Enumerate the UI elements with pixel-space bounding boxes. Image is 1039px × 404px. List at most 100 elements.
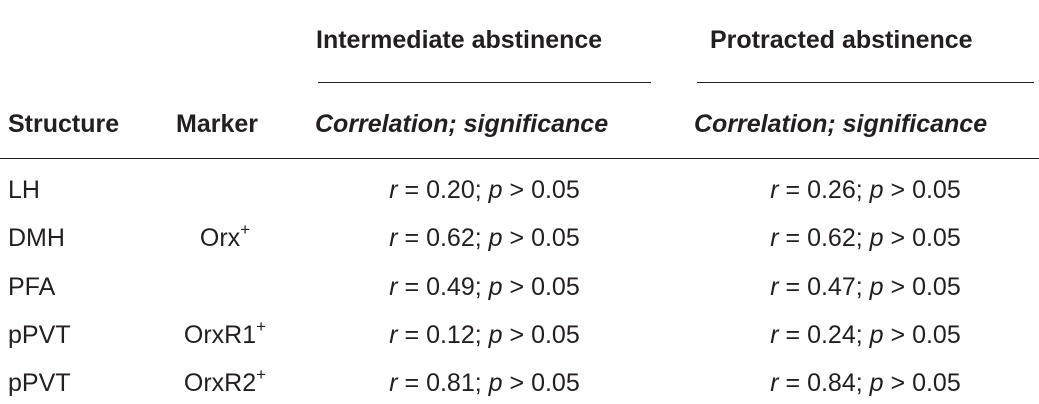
intermediate-p-symbol: p bbox=[488, 273, 503, 301]
cell-marker: Orx+ bbox=[150, 221, 300, 253]
protracted-r-value: 0.84 bbox=[807, 369, 856, 397]
group-underline-intermediate bbox=[318, 82, 651, 83]
protracted-r-value: 0.47 bbox=[807, 273, 856, 301]
protracted-greater-than: > bbox=[883, 273, 913, 301]
intermediate-p-value: 0.05 bbox=[531, 224, 580, 252]
protracted-r-symbol: r bbox=[770, 273, 779, 301]
protracted-r-symbol: r bbox=[770, 176, 779, 204]
intermediate-greater-than: > bbox=[502, 224, 532, 252]
intermediate-r-symbol: r bbox=[389, 273, 398, 301]
marker-superscript: + bbox=[256, 365, 267, 384]
protracted-greater-than: > bbox=[883, 321, 913, 349]
intermediate-equals: = bbox=[397, 176, 427, 204]
cell-intermediate-stat: r = 0.12; p > 0.05 bbox=[318, 321, 651, 350]
intermediate-r-value: 0.81 bbox=[426, 369, 475, 397]
cell-structure: PFA bbox=[8, 273, 56, 301]
protracted-p-value: 0.05 bbox=[912, 321, 961, 349]
intermediate-r-symbol: r bbox=[389, 369, 398, 397]
intermediate-equals: = bbox=[397, 369, 427, 397]
cell-structure: LH bbox=[8, 176, 40, 204]
intermediate-greater-than: > bbox=[502, 321, 532, 349]
protracted-p-value: 0.05 bbox=[912, 273, 961, 301]
intermediate-separator: ; bbox=[474, 176, 489, 204]
intermediate-p-value: 0.05 bbox=[531, 321, 580, 349]
protracted-r-symbol: r bbox=[770, 224, 779, 252]
cell-intermediate-stat: r = 0.49; p > 0.05 bbox=[318, 273, 651, 302]
intermediate-r-value: 0.49 bbox=[426, 273, 475, 301]
intermediate-separator: ; bbox=[474, 273, 489, 301]
group-header-intermediate: Intermediate abstinence bbox=[316, 26, 603, 54]
column-header-intermediate-correlation: Correlation; significance bbox=[315, 110, 609, 138]
cell-structure: pPVT bbox=[8, 369, 71, 397]
protracted-p-symbol: p bbox=[869, 176, 884, 204]
group-underline-protracted bbox=[697, 82, 1034, 83]
intermediate-greater-than: > bbox=[502, 176, 532, 204]
intermediate-p-value: 0.05 bbox=[531, 176, 580, 204]
protracted-greater-than: > bbox=[883, 224, 913, 252]
protracted-p-symbol: p bbox=[869, 321, 884, 349]
cell-marker: OrxR1+ bbox=[150, 318, 300, 350]
protracted-p-symbol: p bbox=[869, 369, 884, 397]
intermediate-r-value: 0.12 bbox=[426, 321, 475, 349]
cell-intermediate-stat: r = 0.62; p > 0.05 bbox=[318, 224, 651, 253]
cell-protracted-stat: r = 0.47; p > 0.05 bbox=[697, 273, 1034, 302]
cell-marker: OrxR2+ bbox=[150, 366, 300, 398]
protracted-separator: ; bbox=[855, 273, 870, 301]
protracted-p-value: 0.05 bbox=[912, 176, 961, 204]
protracted-greater-than: > bbox=[883, 369, 913, 397]
protracted-r-value: 0.24 bbox=[807, 321, 856, 349]
intermediate-separator: ; bbox=[474, 369, 489, 397]
column-header-structure: Structure bbox=[8, 110, 120, 138]
cell-protracted-stat: r = 0.62; p > 0.05 bbox=[697, 224, 1034, 253]
cell-structure: pPVT bbox=[8, 321, 71, 349]
protracted-p-value: 0.05 bbox=[912, 369, 961, 397]
column-header-protracted-correlation: Correlation; significance bbox=[694, 110, 988, 138]
intermediate-p-symbol: p bbox=[488, 369, 503, 397]
protracted-separator: ; bbox=[855, 176, 870, 204]
cell-protracted-stat: r = 0.84; p > 0.05 bbox=[697, 369, 1034, 398]
protracted-separator: ; bbox=[855, 224, 870, 252]
intermediate-greater-than: > bbox=[502, 369, 532, 397]
protracted-p-symbol: p bbox=[869, 273, 884, 301]
marker-name: OrxR2 bbox=[183, 369, 257, 397]
intermediate-equals: = bbox=[397, 273, 427, 301]
intermediate-p-value: 0.05 bbox=[531, 369, 580, 397]
marker-name: Orx bbox=[199, 224, 241, 252]
protracted-r-symbol: r bbox=[770, 321, 779, 349]
protracted-separator: ; bbox=[855, 369, 870, 397]
intermediate-p-symbol: p bbox=[488, 224, 503, 252]
marker-name: OrxR1 bbox=[183, 321, 257, 349]
protracted-equals: = bbox=[778, 176, 808, 204]
intermediate-separator: ; bbox=[474, 321, 489, 349]
protracted-greater-than: > bbox=[883, 176, 913, 204]
protracted-equals: = bbox=[778, 369, 808, 397]
intermediate-p-value: 0.05 bbox=[531, 273, 580, 301]
cell-protracted-stat: r = 0.24; p > 0.05 bbox=[697, 321, 1034, 350]
intermediate-separator: ; bbox=[474, 224, 489, 252]
intermediate-r-value: 0.20 bbox=[426, 176, 475, 204]
protracted-p-symbol: p bbox=[869, 224, 884, 252]
intermediate-greater-than: > bbox=[502, 273, 532, 301]
marker-superscript: + bbox=[256, 317, 267, 336]
cell-intermediate-stat: r = 0.20; p > 0.05 bbox=[318, 176, 651, 205]
header-rule bbox=[0, 158, 1039, 159]
intermediate-r-symbol: r bbox=[389, 176, 398, 204]
protracted-separator: ; bbox=[855, 321, 870, 349]
intermediate-r-value: 0.62 bbox=[426, 224, 475, 252]
intermediate-r-symbol: r bbox=[389, 321, 398, 349]
intermediate-p-symbol: p bbox=[488, 321, 503, 349]
cell-protracted-stat: r = 0.26; p > 0.05 bbox=[697, 176, 1034, 205]
intermediate-p-symbol: p bbox=[488, 176, 503, 204]
intermediate-equals: = bbox=[397, 321, 427, 349]
column-header-marker: Marker bbox=[176, 110, 258, 138]
marker-superscript: + bbox=[240, 220, 251, 239]
protracted-equals: = bbox=[778, 224, 808, 252]
protracted-p-value: 0.05 bbox=[912, 224, 961, 252]
intermediate-r-symbol: r bbox=[389, 224, 398, 252]
protracted-equals: = bbox=[778, 321, 808, 349]
protracted-r-value: 0.62 bbox=[807, 224, 856, 252]
protracted-r-value: 0.26 bbox=[807, 176, 856, 204]
cell-structure: DMH bbox=[8, 224, 65, 252]
cell-intermediate-stat: r = 0.81; p > 0.05 bbox=[318, 369, 651, 398]
protracted-equals: = bbox=[778, 273, 808, 301]
